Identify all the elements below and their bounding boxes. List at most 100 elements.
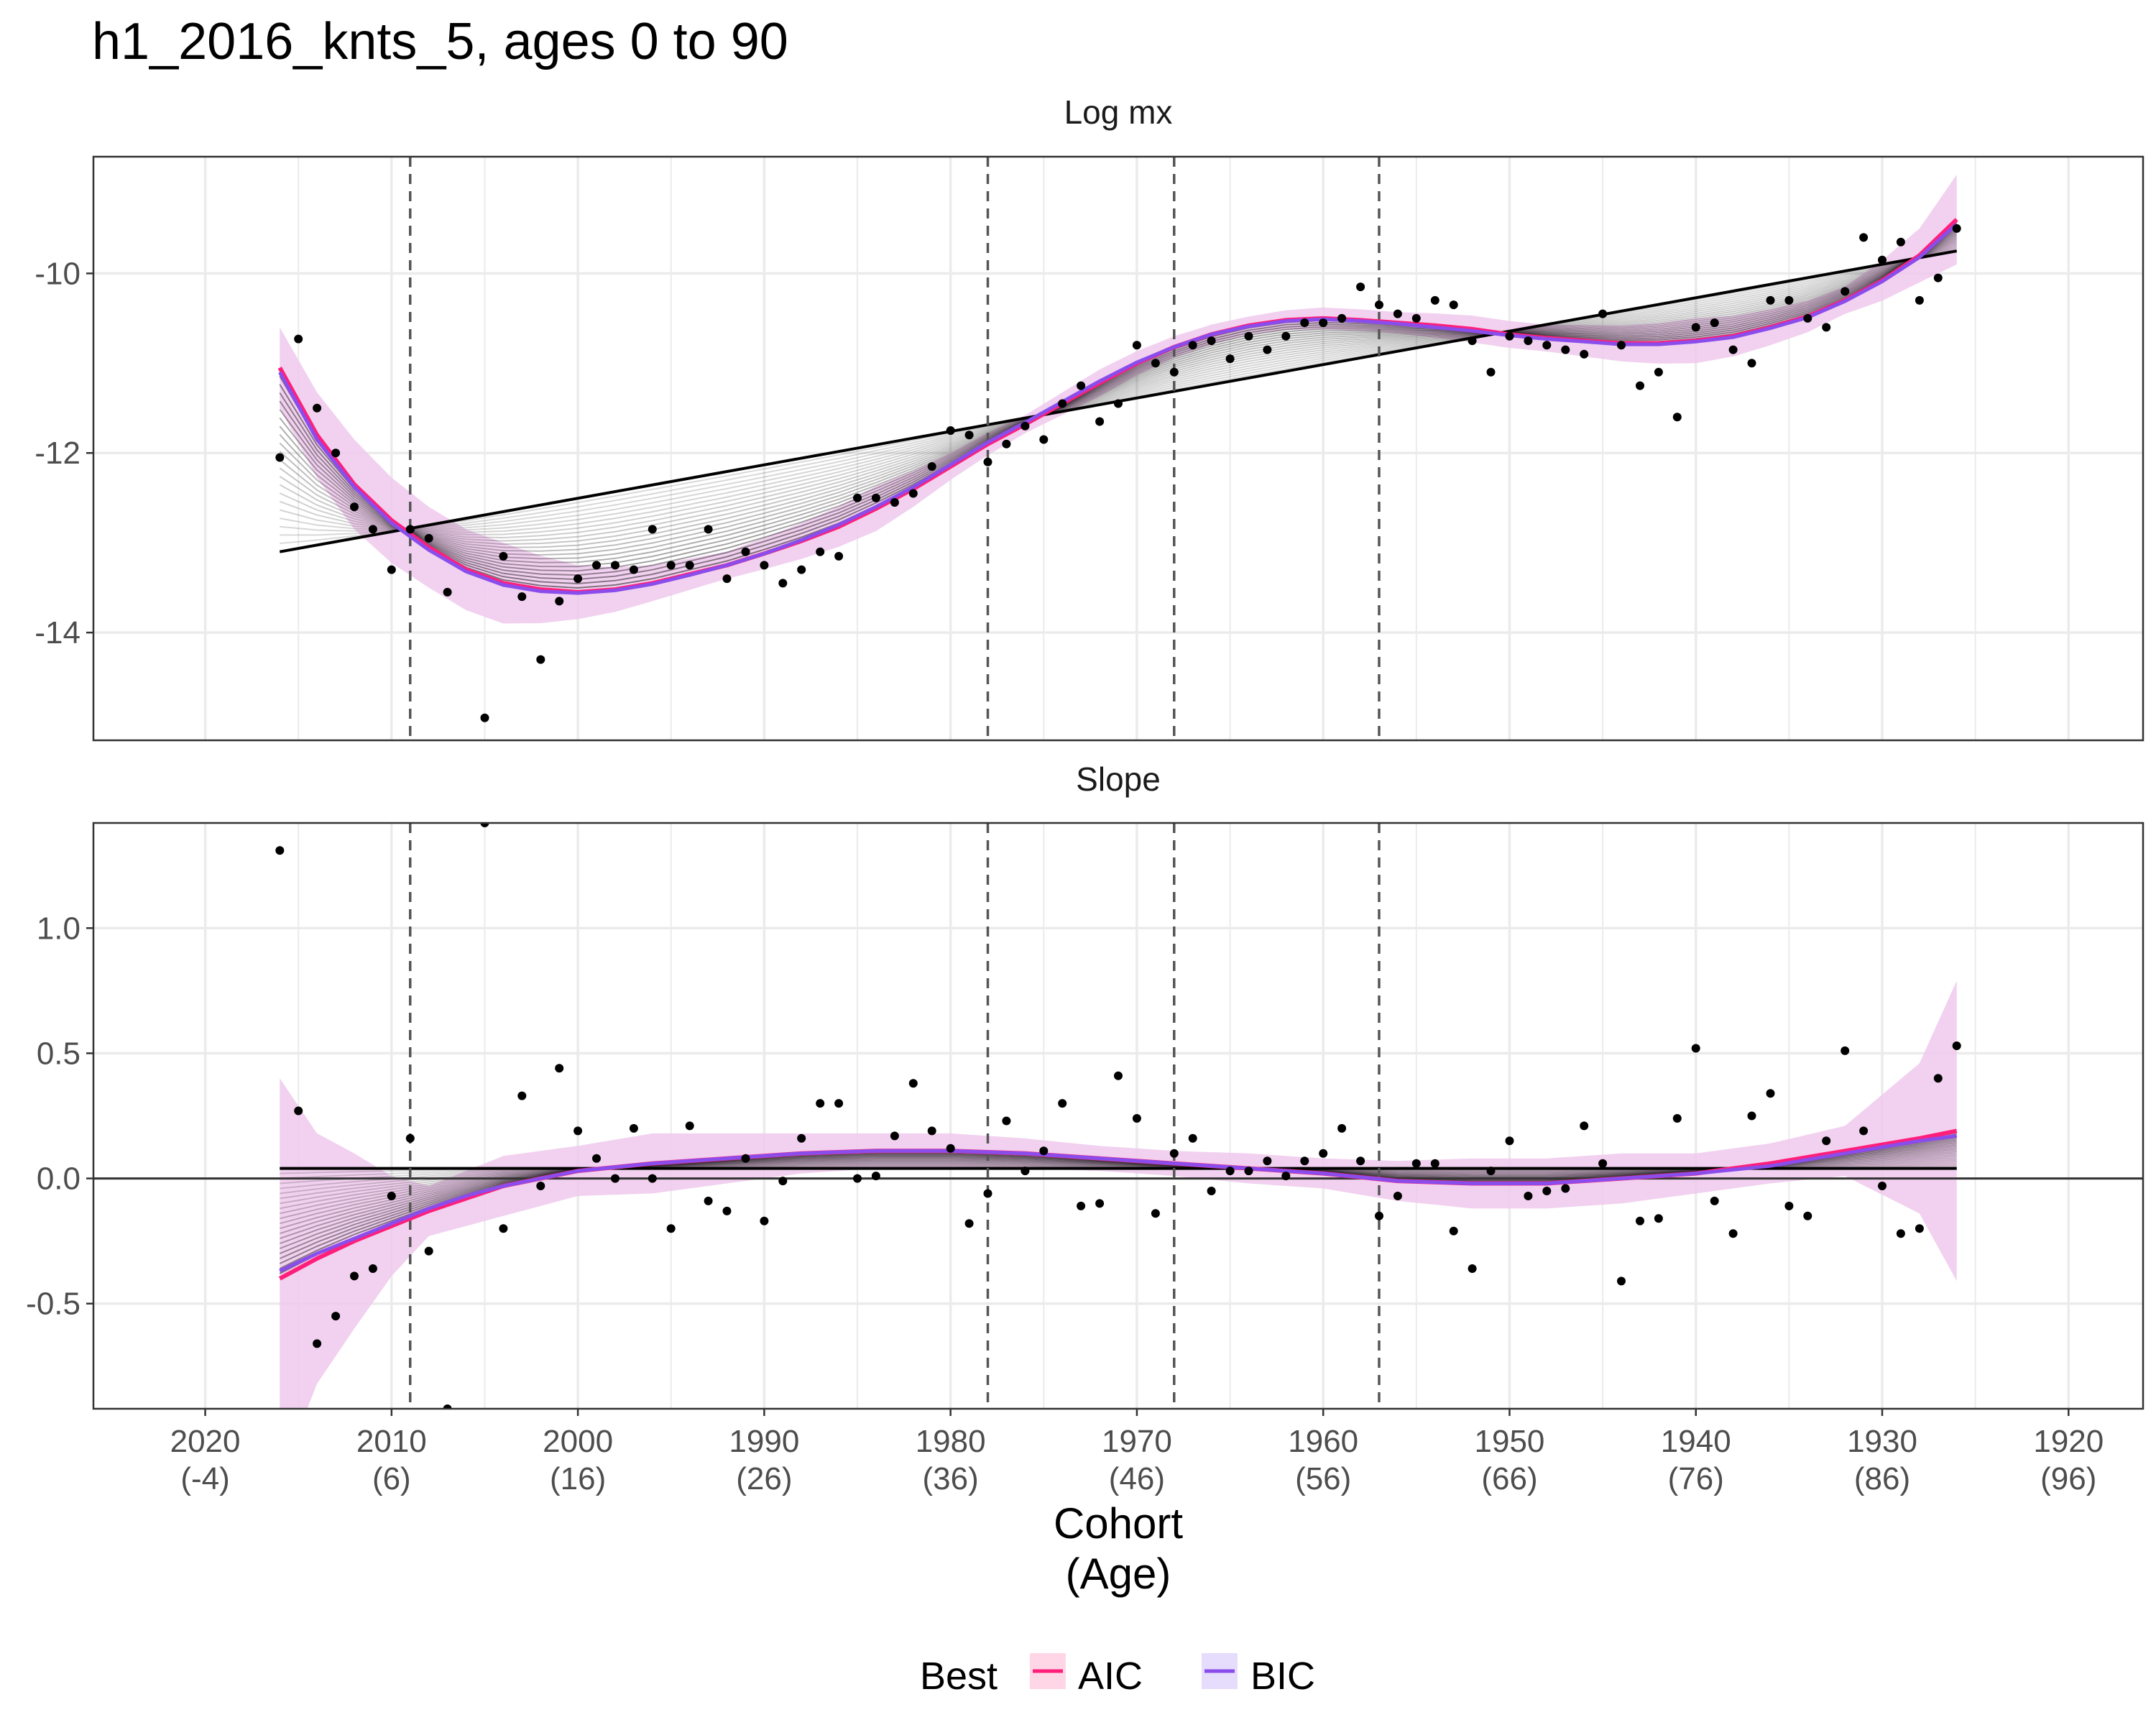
y-tick-label: -14: [34, 615, 80, 650]
data-point: [1430, 295, 1439, 305]
interpolated-fit-line: [280, 1150, 1957, 1220]
data-point: [1002, 1116, 1011, 1126]
panel-border: [92, 155, 2145, 742]
data-point: [797, 565, 806, 574]
data-point: [424, 1246, 433, 1256]
data-point: [816, 547, 825, 556]
data-point: [517, 1091, 527, 1100]
data-point: [1244, 331, 1253, 341]
interpolated-fit-line: [280, 1156, 1957, 1205]
interpolated-fit-line: [279, 236, 1958, 546]
data-point: [499, 551, 508, 561]
data-point: [1933, 273, 1943, 282]
data-point: [1300, 1156, 1309, 1166]
y-tick-label: -10: [34, 256, 80, 291]
x-tick-age-label: (66): [1481, 1461, 1537, 1496]
interpolated-fit-line: [280, 1152, 1957, 1215]
x-axis-label: Cohort: [1054, 1499, 1183, 1547]
data-point: [983, 1189, 992, 1198]
data-point: [1207, 1187, 1216, 1195]
interpolated-fit-line: [280, 246, 1957, 532]
x-tick-label: 2010: [356, 1424, 427, 1459]
data-point: [536, 655, 545, 664]
interpolated-fit-line: [279, 237, 1958, 542]
data-point: [1636, 381, 1644, 390]
data-point: [1188, 1133, 1197, 1143]
data-point: [313, 1339, 322, 1348]
data-point: [443, 587, 452, 597]
data-point: [1375, 1211, 1383, 1220]
x-tick-label: 1950: [1475, 1424, 1545, 1459]
x-tick-age-label: (6): [372, 1461, 411, 1496]
legend: Best AIC BIC: [920, 1653, 1315, 1698]
data-point: [611, 1174, 619, 1183]
data-point: [1486, 367, 1496, 377]
x-tick-label: 1940: [1661, 1424, 1731, 1459]
x-tick-age-label: (36): [923, 1461, 979, 1496]
x-tick-age-label: (16): [550, 1461, 606, 1496]
data-point: [1691, 1044, 1700, 1053]
data-point: [1058, 399, 1067, 408]
legend-label-bic: BIC: [1250, 1655, 1315, 1698]
data-point: [1803, 313, 1812, 323]
data-point: [405, 1133, 415, 1143]
data-point: [1878, 1182, 1886, 1190]
data-point: [946, 1144, 955, 1153]
data-point: [1542, 1187, 1552, 1195]
data-point: [1915, 1224, 1924, 1233]
data-point: [573, 574, 583, 584]
data-point: [480, 713, 489, 722]
data-point: [1468, 1264, 1477, 1273]
data-point: [1580, 1121, 1589, 1131]
data-point: [499, 1224, 508, 1233]
plot-area: [275, 157, 1961, 740]
data-point: [443, 1404, 452, 1409]
data-point: [1114, 399, 1123, 408]
x-tick-age-label: (96): [2040, 1461, 2096, 1496]
interpolated-fit-line: [280, 243, 1958, 531]
data-point: [1337, 313, 1347, 323]
data-point: [1132, 1114, 1141, 1123]
panel-border: [92, 822, 2145, 1410]
legend-item-aic: AIC: [1030, 1653, 1143, 1698]
data-point: [890, 1131, 899, 1141]
x-tick-label: 1970: [1102, 1424, 1172, 1459]
data-point: [648, 525, 657, 534]
data-point: [1039, 435, 1049, 444]
interpolated-fit-line: [280, 1147, 1957, 1230]
data-point: [1077, 1201, 1086, 1210]
data-point: [1505, 331, 1514, 341]
interpolated-fit-line: [279, 229, 1958, 564]
data-point: [1822, 323, 1831, 332]
data-point: [1486, 1167, 1496, 1176]
data-point: [908, 1079, 918, 1088]
data-point: [1896, 237, 1905, 247]
data-point: [517, 592, 527, 602]
data-point: [704, 525, 713, 534]
data-point: [1151, 359, 1160, 368]
data-point: [946, 426, 955, 435]
panel-title: Slope: [1076, 760, 1161, 798]
data-point: [536, 1182, 545, 1190]
x-tick-label: 2000: [543, 1424, 613, 1459]
data-point: [1524, 336, 1533, 346]
data-point: [722, 1206, 732, 1215]
data-point: [1058, 1099, 1067, 1108]
data-point: [816, 1099, 825, 1108]
data-point: [555, 597, 564, 606]
interpolated-fit-line: [280, 247, 1957, 536]
data-point: [1803, 1211, 1812, 1220]
data-point: [685, 1121, 694, 1131]
data-point: [1672, 413, 1682, 422]
data-point: [704, 1196, 713, 1205]
data-point: [1225, 354, 1235, 364]
data-point: [1449, 1226, 1458, 1236]
interpolated-fit-line: [279, 224, 1958, 576]
data-point: [387, 565, 396, 574]
x-tick-label: 1980: [916, 1424, 986, 1459]
data-point: [890, 498, 899, 507]
data-point: [1784, 1201, 1794, 1210]
data-point: [853, 493, 862, 502]
data-point: [331, 448, 341, 458]
data-point: [1561, 345, 1570, 354]
